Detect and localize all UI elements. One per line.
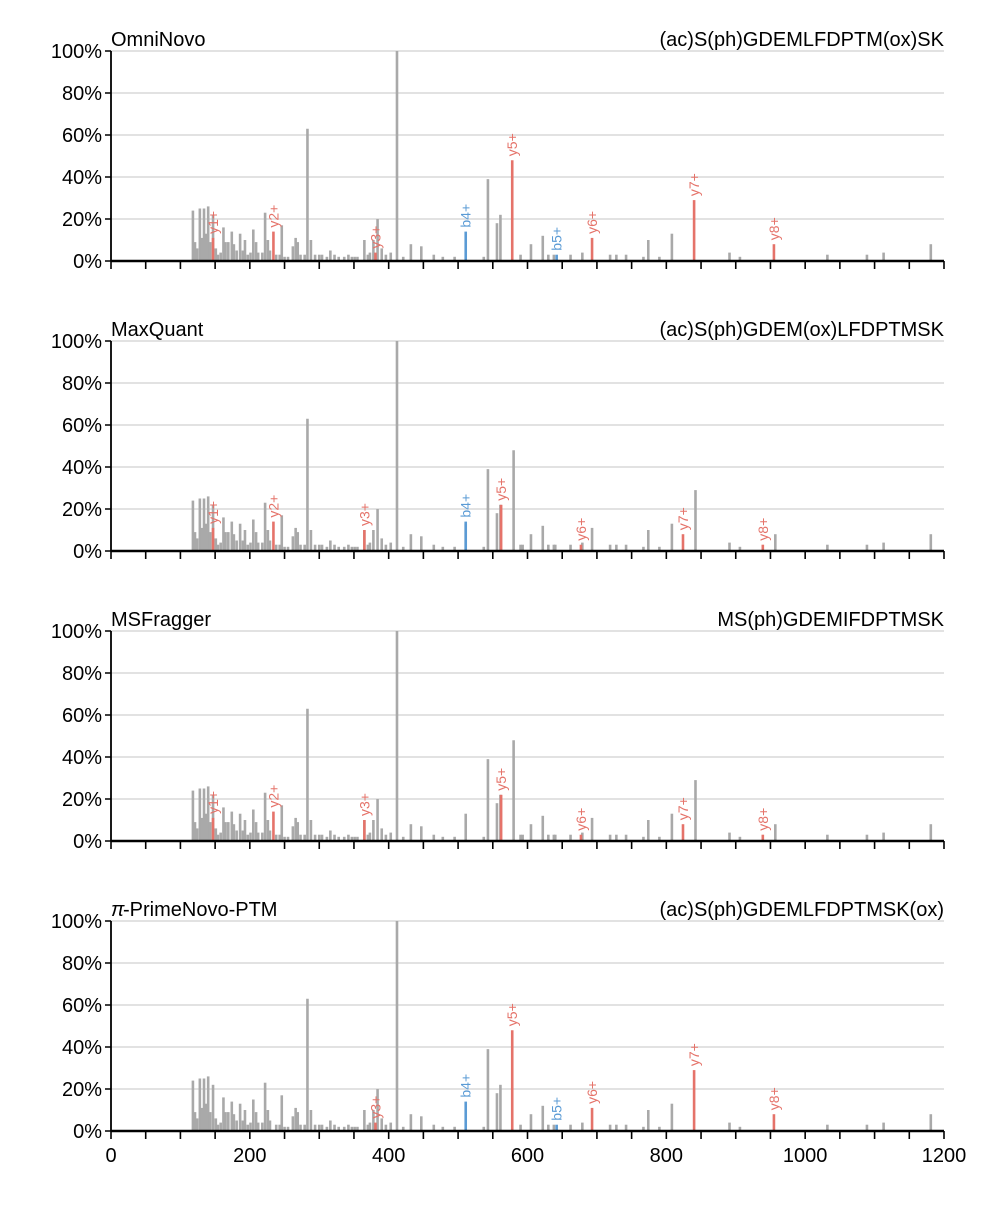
y-tick-label: 100%: [51, 41, 102, 63]
ion-label: y1+: [205, 211, 221, 234]
y-tick-label: 60%: [62, 995, 102, 1017]
tool-name-prefix: π: [111, 899, 125, 921]
ion-label: y3+: [367, 1096, 383, 1119]
ion-label: y3+: [356, 793, 372, 816]
ion-label: y5+: [504, 1003, 520, 1026]
tool-name: MaxQuant: [111, 319, 204, 341]
y-tick-label: 60%: [62, 125, 102, 147]
ion-label: y5+: [504, 133, 520, 156]
ion-label: b4+: [458, 204, 474, 228]
y-tick-label: 0%: [73, 251, 102, 273]
tool-name: -PrimeNovo-PTM: [123, 899, 277, 921]
ion-label: b5+: [549, 1097, 565, 1121]
y-tick-label: 20%: [62, 499, 102, 521]
x-tick-label: 600: [511, 1145, 544, 1167]
ion-label: b4+: [458, 1074, 474, 1098]
ion-label: y1+: [205, 791, 221, 814]
y-tick-label: 20%: [62, 209, 102, 231]
ion-label: y8+: [755, 518, 771, 541]
ion-label: y6+: [573, 808, 589, 831]
x-tick-label: 0: [105, 1145, 116, 1167]
y-tick-label: 40%: [62, 457, 102, 479]
y-tick-label: 40%: [62, 167, 102, 189]
x-tick-label: 1000: [783, 1145, 828, 1167]
ion-label: y7+: [675, 797, 691, 820]
peptide-sequence: (ac)S(ph)GDEMLFDPTMSK(ox): [660, 899, 944, 921]
ion-label: y5+: [493, 768, 509, 791]
peptide-sequence: (ac)S(ph)GDEM(ox)LFDPTMSK: [660, 319, 945, 341]
ion-label: b4+: [458, 494, 474, 518]
tool-name: MSFragger: [111, 609, 211, 631]
y-tick-label: 0%: [73, 831, 102, 853]
x-tick-label: 400: [372, 1145, 405, 1167]
ion-label: y7+: [686, 173, 702, 196]
y-tick-label: 60%: [62, 705, 102, 727]
ion-label: y6+: [584, 211, 600, 234]
y-tick-label: 0%: [73, 541, 102, 563]
y-tick-label: 20%: [62, 1079, 102, 1101]
ion-label: y2+: [265, 205, 281, 228]
ion-label: y7+: [675, 507, 691, 530]
y-tick-label: 100%: [51, 621, 102, 643]
y-tick-label: 80%: [62, 663, 102, 685]
y-tick-label: 80%: [62, 83, 102, 105]
ion-label: y5+: [493, 478, 509, 501]
ion-label: y3+: [356, 503, 372, 526]
ion-label: y3+: [367, 226, 383, 249]
ion-label: y8+: [766, 1087, 782, 1110]
ion-label: y6+: [584, 1081, 600, 1104]
y-tick-label: 40%: [62, 747, 102, 769]
x-tick-label: 200: [233, 1145, 266, 1167]
ion-label: y8+: [755, 808, 771, 831]
peptide-sequence: MS(ph)GDEMIFDPTMSK: [717, 609, 944, 631]
ion-label: y6+: [573, 518, 589, 541]
y-tick-label: 60%: [62, 415, 102, 437]
x-tick-label: 1200: [922, 1145, 967, 1167]
tool-name: OmniNovo: [111, 29, 205, 51]
ion-label: y2+: [265, 495, 281, 518]
ion-label: y1+: [205, 501, 221, 524]
y-tick-label: 40%: [62, 1037, 102, 1059]
ion-label: y8+: [766, 217, 782, 240]
peptide-sequence: (ac)S(ph)GDEMLFDPTM(ox)SK: [660, 29, 945, 51]
y-tick-label: 80%: [62, 373, 102, 395]
y-tick-label: 100%: [51, 911, 102, 933]
ion-label: y7+: [686, 1043, 702, 1066]
y-tick-label: 100%: [51, 331, 102, 353]
ion-label: y2+: [265, 785, 281, 808]
y-tick-label: 0%: [73, 1121, 102, 1143]
x-tick-label: 800: [650, 1145, 683, 1167]
y-tick-label: 80%: [62, 953, 102, 975]
ion-label: b5+: [549, 227, 565, 251]
y-tick-label: 20%: [62, 789, 102, 811]
